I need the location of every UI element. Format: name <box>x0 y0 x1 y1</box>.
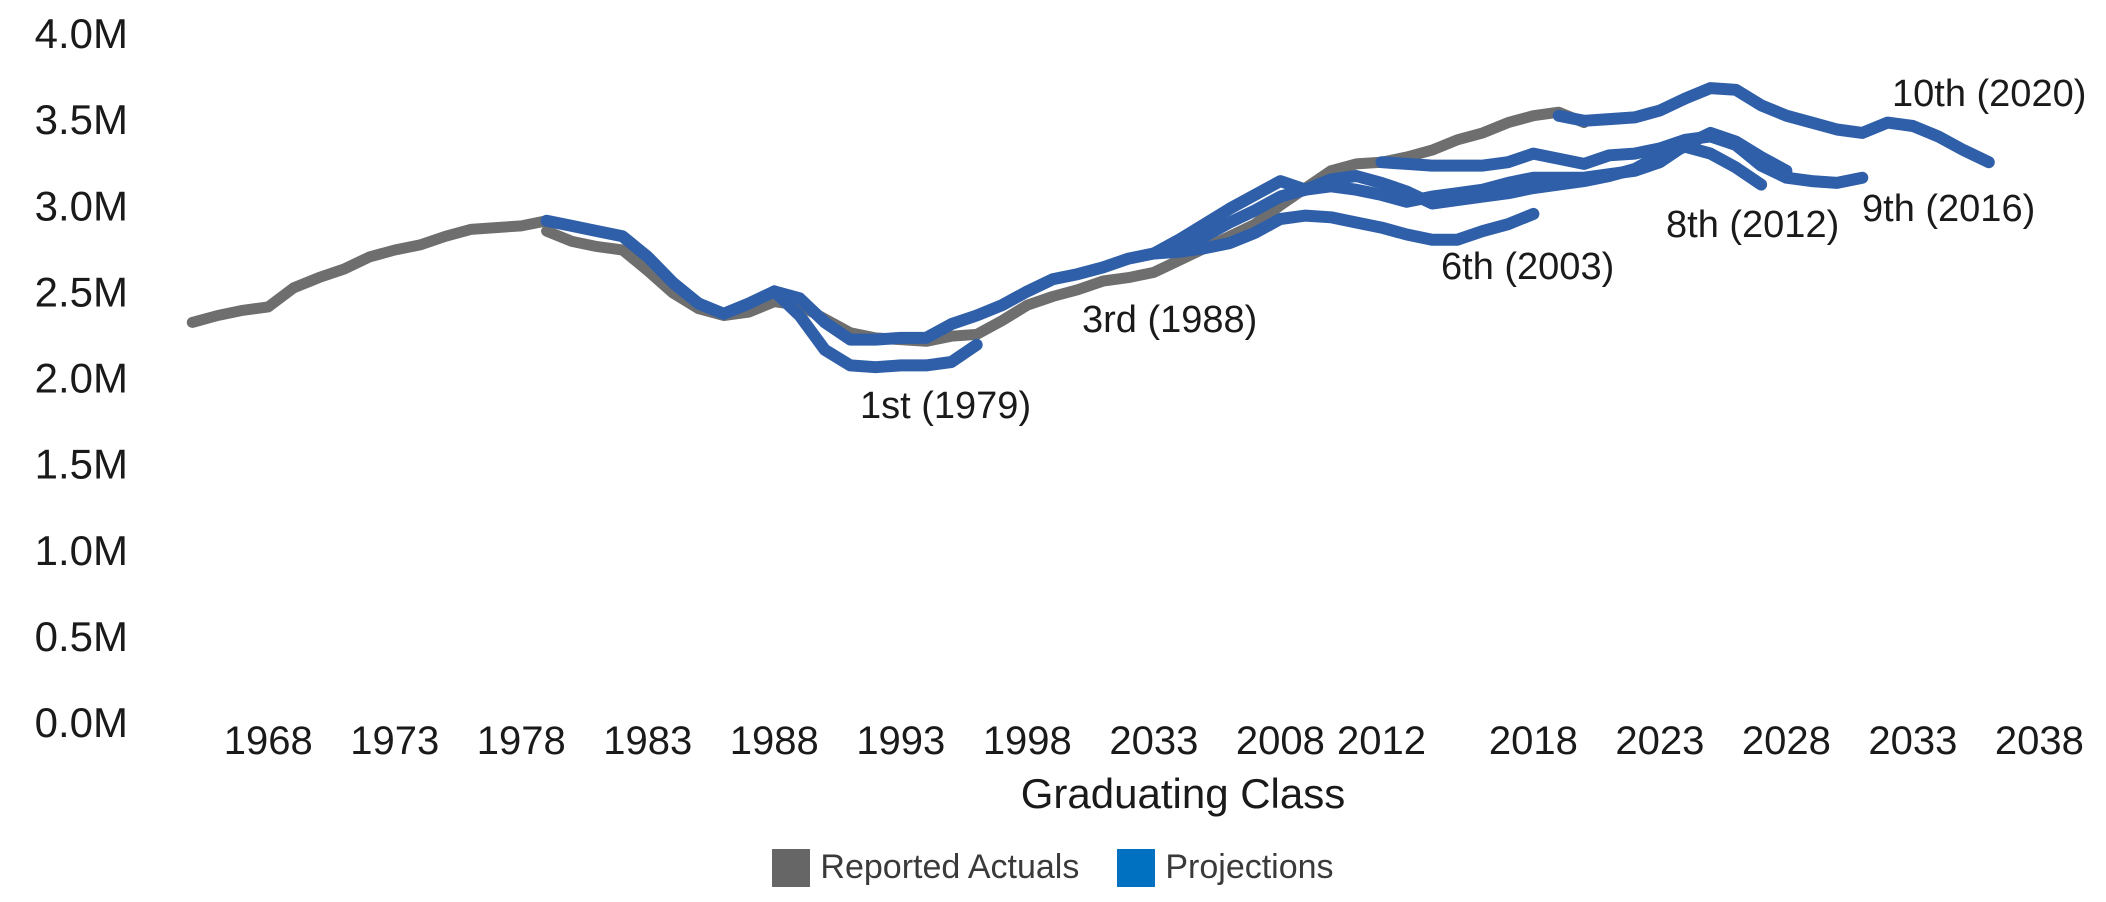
annotation-3rd: 3rd (1988) <box>1082 299 1257 341</box>
annotation-10th: 10th (2020) <box>1892 73 2086 115</box>
x-tick-label: 1973 <box>350 719 439 763</box>
x-tick-label: 1998 <box>983 719 1072 763</box>
legend-swatch-projections <box>1117 848 1156 887</box>
legend-item-projections: Projections <box>1117 848 1334 887</box>
x-tick-label: 1988 <box>730 719 819 763</box>
y-tick-label: 2.0M <box>35 355 128 402</box>
legend-label-actuals: Reported Actuals <box>820 848 1080 886</box>
x-tick-label: 2028 <box>1742 719 1831 763</box>
x-tick-label: 2012 <box>1337 719 1426 763</box>
plot-area <box>186 82 1995 374</box>
actuals-line-0 <box>186 215 553 328</box>
y-tick-label: 4.0M <box>35 10 128 57</box>
annotation-8th: 8th (2012) <box>1666 204 1839 246</box>
x-tick-label: 1978 <box>477 719 566 763</box>
legend-swatch-actuals <box>772 848 811 887</box>
y-tick-label: 3.5M <box>35 96 128 143</box>
projection-line-2 <box>540 214 983 374</box>
projection-line-4 <box>1147 207 1540 260</box>
y-tick-label: 0.5M <box>35 613 128 660</box>
series-annotations: 1st (1979) 3rd (1988) 6th (2003) 8th (20… <box>860 73 2086 427</box>
projection-line-6 <box>1375 130 1869 189</box>
x-tick-label: 1993 <box>856 719 945 763</box>
x-tick-label: 2038 <box>1995 719 2084 763</box>
x-tick-label: 1968 <box>224 719 313 763</box>
legend: Reported Actuals Projections <box>0 848 2106 887</box>
x-tick-label: 2018 <box>1489 719 1578 763</box>
x-tick-label: 2008 <box>1236 719 1325 763</box>
projection-line-5 <box>1147 140 1768 260</box>
y-tick-label: 1.5M <box>35 441 128 488</box>
y-axis: 0.0M 0.5M 1.0M 1.5M 2.0M 2.5M 3.0M 3.5M 4.0M <box>35 10 128 746</box>
annotation-6th: 6th (2003) <box>1441 246 1614 288</box>
x-tick-label: 2033 <box>1868 719 1957 763</box>
y-tick-label: 3.0M <box>35 182 128 229</box>
x-tick-label: 2033 <box>1109 719 1198 763</box>
x-axis: 1968 1973 1978 1983 1988 1993 1998 2033 2008 2012… <box>224 719 2084 763</box>
annotation-9th: 9th (2016) <box>1862 188 2035 230</box>
legend-item-actuals: Reported Actuals <box>772 848 1079 887</box>
x-axis-title: Graduating Class <box>1021 770 1346 817</box>
projection-line-7 <box>1552 82 1995 169</box>
y-tick-label: 1.0M <box>35 527 128 574</box>
annotation-1st: 1st (1979) <box>860 385 1031 427</box>
x-tick-label: 2023 <box>1615 719 1704 763</box>
x-tick-label: 1983 <box>603 719 692 763</box>
y-tick-label: 0.0M <box>35 699 128 746</box>
y-tick-label: 2.5M <box>35 268 128 315</box>
legend-label-projections: Projections <box>1165 848 1334 886</box>
